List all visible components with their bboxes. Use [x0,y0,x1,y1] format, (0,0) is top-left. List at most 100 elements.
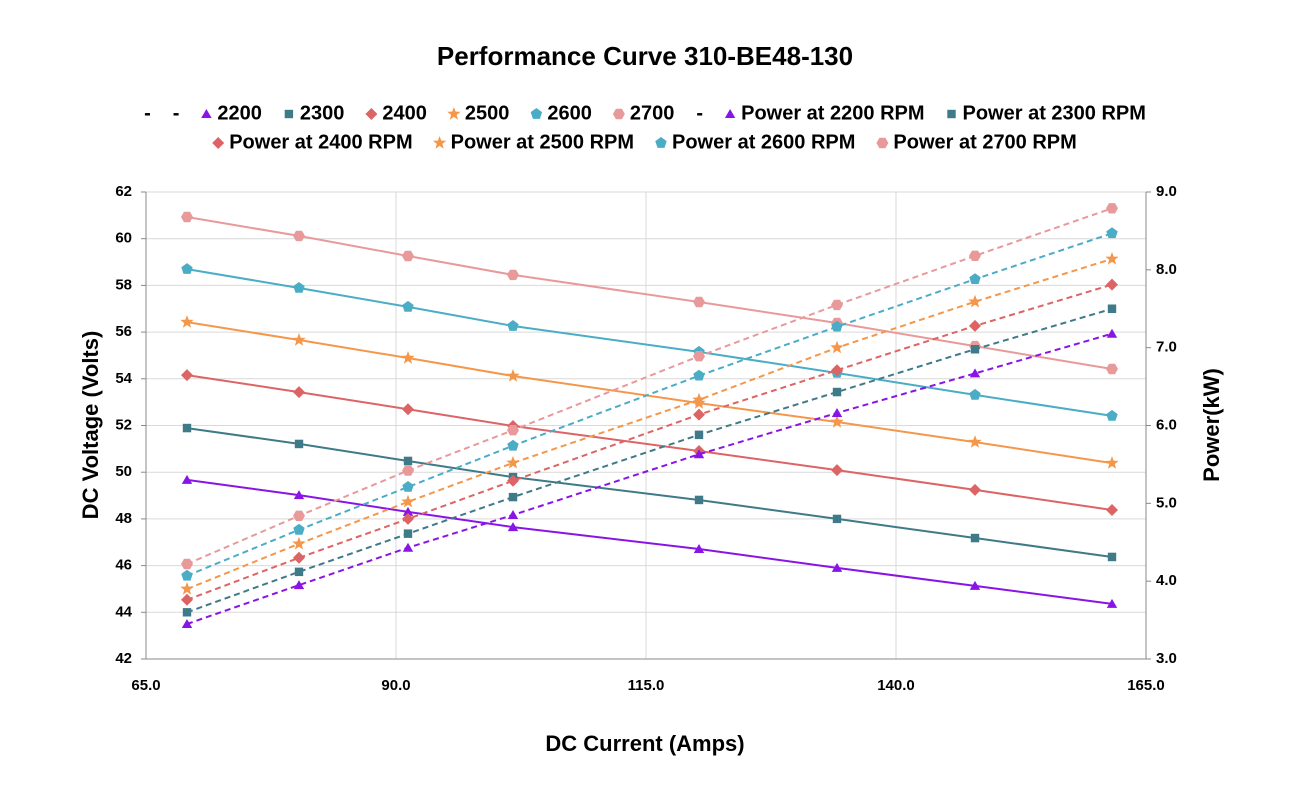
legend-label: 2300 [300,102,345,124]
data-point [1106,278,1118,291]
legend-marker [432,136,447,149]
data-point [292,536,306,550]
y-tick-label: 42 [115,650,132,667]
legend-label: - [173,102,180,124]
legend-label: Power at 2500 RPM [451,131,634,153]
data-point [181,263,193,274]
series-line [186,307,1113,614]
data-point [293,551,305,564]
data-point [1106,227,1118,239]
x-tick-label: 115.0 [628,677,665,694]
legend-label: Power at 2300 RPM [963,102,1146,124]
legend-label: Power at 2200 RPM [741,102,924,124]
data-point [831,299,843,311]
legend-item: 2200 [201,102,262,124]
legend-item: 2700 [612,102,674,124]
data-point [1105,456,1119,469]
legend-label: - [144,102,151,124]
data-point [181,369,193,382]
data-point [970,533,980,543]
y-tick-label: 54 [115,370,132,387]
legend-marker [212,137,225,149]
data-point [294,567,304,577]
chart-title: Performance Curve 310-BE48-130 [437,41,853,71]
legend-label: 2600 [547,102,592,124]
series-line [186,268,1113,417]
data-point [507,510,519,519]
legend-item: 2300 [284,102,345,124]
data-point [182,608,192,617]
data-point [694,430,704,440]
data-point [401,494,415,508]
data-point [507,320,519,331]
data-point [402,300,414,312]
data-point [402,542,414,552]
data-point [1106,504,1118,516]
data-point [402,506,414,516]
series-line [186,374,1113,511]
data-point [402,403,414,416]
data-point [402,481,414,492]
legend-item: Power at 2700 RPM [876,131,1077,153]
series-line [186,283,1113,601]
data-point [831,562,843,572]
legend-item: Power at 2400 RPM [212,131,413,153]
legend-label: 2200 [217,102,262,124]
x-tick-label: 140.0 [877,677,915,694]
legend-item: 2600 [530,102,592,124]
legend-item: Power at 2200 RPM [724,102,925,124]
data-point [693,449,705,459]
data-point [1107,304,1117,313]
x-tick-label: 165.0 [1127,677,1165,694]
data-point [293,580,305,590]
legend-marker [201,109,212,118]
y-axis-title: DC Voltage (Volts) [78,331,103,520]
series-line [186,478,1113,605]
data-point [969,273,981,284]
legend-item: Power at 2300 RPM [947,102,1146,124]
data-point [969,368,981,378]
y-tick-label: 52 [115,416,132,433]
data-point [293,510,305,521]
y2-tick-label: 3.0 [1156,650,1177,667]
data-point [969,319,981,332]
y-tick-label: 56 [115,323,132,340]
data-point [1106,328,1118,338]
data-point [506,369,520,382]
data-point [293,282,305,293]
data-point [294,439,304,449]
legend-label: 2500 [465,102,510,124]
data-point [403,456,413,466]
data-point [830,415,844,428]
y2-tick-label: 8.0 [1156,261,1177,278]
series-line [186,427,1113,558]
data-point [969,580,981,590]
data-point [402,512,414,525]
legend-item: Power at 2500 RPM [432,131,634,153]
data-point [293,386,305,399]
data-point [181,569,193,581]
legend-item: Power at 2600 RPM [655,131,855,153]
data-point [507,425,519,436]
y2-tick-label: 7.0 [1156,339,1177,356]
data-point [506,455,520,469]
data-point [293,523,305,535]
x-axis-title: DC Current (Amps) [545,731,744,756]
data-point [969,388,981,400]
y-tick-label: 48 [115,510,132,527]
data-point [970,345,980,354]
data-point [507,474,519,487]
data-point [830,340,844,354]
legend-label: Power at 2600 RPM [672,131,855,153]
legend-marker [365,108,378,120]
data-point [401,351,415,364]
data-point [507,269,519,281]
data-point [181,593,193,606]
legend-marker [530,108,543,119]
data-point [831,320,843,332]
data-point [693,544,705,553]
data-point [1106,409,1118,421]
y2-tick-label: 4.0 [1156,572,1177,589]
data-point [968,435,982,448]
